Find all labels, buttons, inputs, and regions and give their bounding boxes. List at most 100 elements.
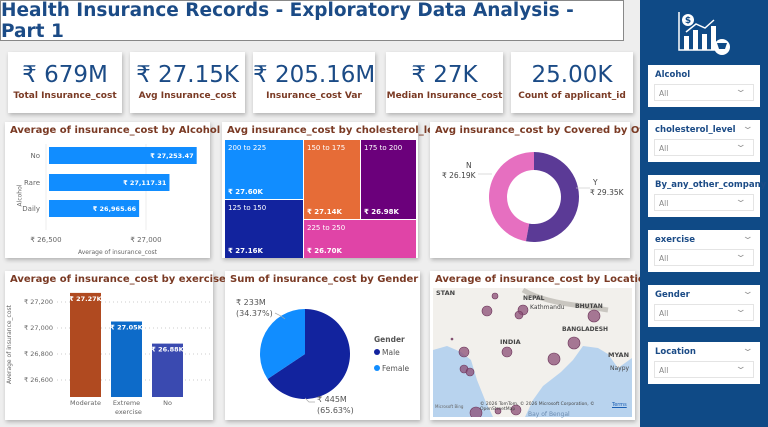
donut-svg xyxy=(478,152,590,242)
slicer-value: All xyxy=(659,199,669,208)
slicer-alcohol[interactable]: Alcohol All ⌄ xyxy=(648,65,760,107)
bar-rare[interactable] xyxy=(49,174,170,191)
map-bubble[interactable] xyxy=(494,407,502,415)
map-label: STAN xyxy=(436,289,456,297)
map-bubble[interactable] xyxy=(587,309,601,323)
y-tick-label: Daily xyxy=(22,205,40,213)
location-map[interactable]: Average of insurance_cost by Location ST… xyxy=(430,271,652,420)
pie-slice-male[interactable] xyxy=(267,309,350,399)
data-label: ₹ 26.88K xyxy=(151,346,184,354)
map-bubble[interactable] xyxy=(491,292,499,300)
map-bubble[interactable] xyxy=(510,404,522,416)
map-canvas[interactable] xyxy=(433,288,632,417)
tile-value: ₹ 27.14K xyxy=(307,208,342,216)
bar-no[interactable] xyxy=(49,147,197,164)
chevron-down-icon[interactable]: ⌄ xyxy=(742,344,755,354)
alcohol-bar-chart[interactable]: Average of insurance_cost by Alcohol ₹ 2… xyxy=(5,122,220,258)
column-chart-svg: ₹ 27,200 ₹ 27,000 ₹ 26,800 ₹ 26,600 ₹ 27.27K… xyxy=(24,292,210,407)
legend-item[interactable]: Male xyxy=(382,348,400,357)
bar-moderate[interactable] xyxy=(70,292,101,397)
chart-title: Average of insurance_cost by Location xyxy=(435,274,652,285)
slicer-dropdown[interactable]: All ⌄ xyxy=(654,304,754,321)
map-label: BHUTAN xyxy=(575,303,603,310)
y-tick-label: ₹ 27,200 xyxy=(24,298,53,306)
treemap-tile[interactable]: 125 to 150 ₹ 27.16K xyxy=(225,200,303,258)
kpi-total-insurance-cost: ₹ 679M Total Insurance_cost xyxy=(8,52,122,113)
x-axis-label: exercise xyxy=(115,408,142,416)
tile-label: 225 to 250 xyxy=(307,224,346,232)
filter-sidebar: $ Alcohol All ⌄ cholesterol_level ⌄ All ⌄ By… xyxy=(640,0,768,427)
map-bubble[interactable] xyxy=(481,305,493,317)
slicer-location[interactable]: Location ⌄ All ⌄ xyxy=(648,342,760,384)
slicer-dropdown[interactable]: All ⌄ xyxy=(654,194,754,211)
kpi-value: ₹ 27.15K xyxy=(136,62,239,88)
slicer-dropdown[interactable]: All ⌄ xyxy=(654,249,754,266)
treemap-tile[interactable]: 225 to 250 ₹ 26.70K xyxy=(304,220,416,258)
data-label: ₹ 233M xyxy=(236,298,266,307)
map-label: Naypy xyxy=(610,365,630,372)
bar-extreme[interactable] xyxy=(111,321,142,398)
pie-slice-female[interactable] xyxy=(260,309,305,379)
map-label: Kathmandu xyxy=(530,304,565,311)
terms-link[interactable]: Terms xyxy=(612,402,627,408)
x-tick-label: ₹ 26,500 xyxy=(30,236,61,244)
tile-value: ₹ 27.16K xyxy=(228,247,263,255)
covered-by-other-donut[interactable]: Avg insurance_cost by Covered by Other N… xyxy=(430,122,663,258)
chevron-down-icon[interactable]: ⌄ xyxy=(742,232,755,242)
map-bubbles xyxy=(450,292,601,417)
tile-label: 200 to 225 xyxy=(228,144,267,152)
map-bubble[interactable] xyxy=(469,406,483,417)
slicer-cholesterol-level[interactable]: cholesterol_level ⌄ All ⌄ xyxy=(648,120,760,162)
map-bubble[interactable] xyxy=(450,337,454,341)
slicer-by-any-other-company[interactable]: By_any_other_company All ⌄ xyxy=(648,175,766,217)
bing-logo: Microsoft Bing xyxy=(435,404,464,409)
x-tick-label: Extreme xyxy=(113,399,140,407)
bar-no[interactable] xyxy=(152,343,183,397)
data-label: (65.63%) xyxy=(317,406,354,415)
slicer-value: All xyxy=(659,254,669,263)
slicer-exercise[interactable]: exercise ⌄ All ⌄ xyxy=(648,230,760,272)
chevron-down-icon[interactable]: ⌄ xyxy=(742,122,755,132)
treemap-tile[interactable]: 200 to 225 ₹ 27.60K xyxy=(225,140,303,199)
map-bubble[interactable] xyxy=(547,352,561,366)
chevron-down-icon: ⌄ xyxy=(735,362,748,372)
legend-item[interactable]: Female xyxy=(382,364,410,373)
cholesterol-treemap[interactable]: Avg insurance_cost by cholesterol_level … xyxy=(222,122,451,258)
kpi-insurance-cost-var: ₹ 205.16M Insurance_cost Var xyxy=(253,52,375,113)
chart-title: Avg insurance_cost by cholesterol_level xyxy=(227,125,451,136)
kpi-avg-insurance-cost: ₹ 27.15K Avg Insurance_cost xyxy=(130,52,245,113)
kpi-label: Insurance_cost Var xyxy=(266,91,362,101)
leader-line xyxy=(274,312,286,320)
donut-slice-y[interactable] xyxy=(525,152,579,242)
slicer-title: By_any_other_company xyxy=(655,180,767,190)
slicer-dropdown[interactable]: All ⌄ xyxy=(654,361,754,378)
page-title: Health Insurance Records - Exploratory D… xyxy=(0,0,624,42)
gender-pie-chart[interactable]: Sum of insurance_cost by Gender ₹ 233M (… xyxy=(225,271,420,420)
kpi-label: Total Insurance_cost xyxy=(13,91,117,101)
chevron-down-icon: ⌄ xyxy=(735,250,748,260)
bar-chart-svg: ₹ 26,500 ₹ 27,000 No ₹ 27,253.47 Rare ₹ 27,11… xyxy=(22,144,197,244)
map-label: BANGLADESH xyxy=(562,326,609,333)
map-bubble[interactable] xyxy=(567,336,581,350)
slicer-dropdown[interactable]: All ⌄ xyxy=(654,139,754,156)
treemap-tile[interactable]: 175 to 200 ₹ 26.98K xyxy=(361,140,416,219)
treemap-tile[interactable]: 150 to 175 ₹ 27.14K xyxy=(304,140,360,219)
exercise-column-chart[interactable]: Average of insurance_cost by exercise ₹ … xyxy=(5,271,226,420)
slicer-dropdown[interactable]: All ⌄ xyxy=(654,84,754,101)
y-axis-label: Alcohol xyxy=(16,184,24,207)
slicer-gender[interactable]: Gender ⌄ All ⌄ xyxy=(648,285,760,327)
map-bubble[interactable] xyxy=(458,346,470,358)
map-bubble[interactable] xyxy=(514,310,524,320)
tile-value: ₹ 26.70K xyxy=(307,247,342,255)
chevron-down-icon[interactable]: ⌄ xyxy=(742,287,755,297)
kpi-value: ₹ 205.16M xyxy=(253,62,376,88)
donut-slice-n[interactable] xyxy=(489,152,534,242)
slicer-title: Location xyxy=(655,347,696,357)
x-tick-label: Moderate xyxy=(70,399,101,407)
tile-label: 150 to 175 xyxy=(307,144,346,152)
x-tick-label: No xyxy=(163,399,172,407)
bar-daily[interactable] xyxy=(49,200,140,217)
map-bubble[interactable] xyxy=(465,367,475,377)
tile-label: 125 to 150 xyxy=(228,204,267,212)
map-bubble[interactable] xyxy=(501,346,513,358)
